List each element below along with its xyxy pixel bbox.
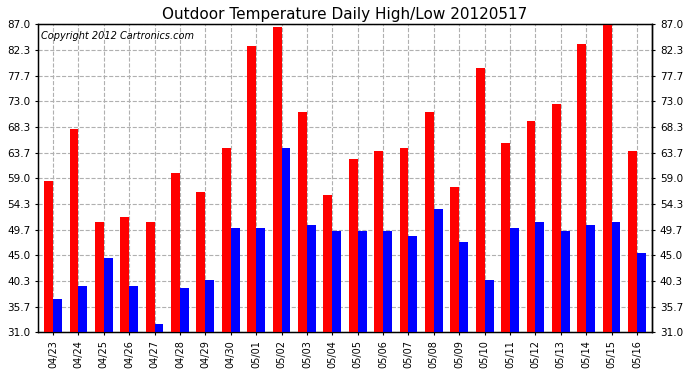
Bar: [475, 69, 484, 332]
Bar: [282, 148, 290, 332]
Bar: [206, 280, 215, 332]
Bar: [171, 173, 180, 332]
Bar: [256, 228, 265, 332]
Bar: [408, 236, 417, 332]
Bar: [180, 288, 189, 332]
Bar: [273, 27, 282, 332]
Bar: [628, 151, 637, 332]
Bar: [602, 24, 611, 332]
Bar: [434, 209, 443, 332]
Bar: [501, 143, 510, 332]
Bar: [104, 258, 112, 332]
Bar: [357, 231, 366, 332]
Bar: [120, 217, 129, 332]
Bar: [197, 192, 206, 332]
Bar: [578, 44, 586, 332]
Bar: [155, 324, 164, 332]
Bar: [247, 46, 256, 332]
Bar: [374, 151, 383, 332]
Bar: [222, 148, 230, 332]
Bar: [637, 253, 646, 332]
Bar: [53, 299, 62, 332]
Bar: [586, 225, 595, 332]
Bar: [95, 222, 104, 332]
Bar: [383, 231, 392, 332]
Bar: [129, 286, 138, 332]
Bar: [460, 242, 468, 332]
Bar: [561, 231, 570, 332]
Bar: [510, 228, 519, 332]
Bar: [552, 104, 561, 332]
Bar: [526, 121, 535, 332]
Bar: [611, 222, 620, 332]
Bar: [535, 222, 544, 332]
Bar: [44, 181, 53, 332]
Bar: [451, 187, 460, 332]
Bar: [349, 159, 357, 332]
Bar: [324, 195, 333, 332]
Bar: [400, 148, 408, 332]
Bar: [425, 112, 434, 332]
Bar: [230, 228, 239, 332]
Bar: [484, 280, 493, 332]
Bar: [79, 286, 88, 332]
Bar: [146, 222, 155, 332]
Bar: [333, 231, 341, 332]
Bar: [298, 112, 307, 332]
Bar: [70, 129, 79, 332]
Bar: [307, 225, 316, 332]
Text: Copyright 2012 Cartronics.com: Copyright 2012 Cartronics.com: [41, 31, 194, 40]
Title: Outdoor Temperature Daily High/Low 20120517: Outdoor Temperature Daily High/Low 20120…: [162, 7, 528, 22]
